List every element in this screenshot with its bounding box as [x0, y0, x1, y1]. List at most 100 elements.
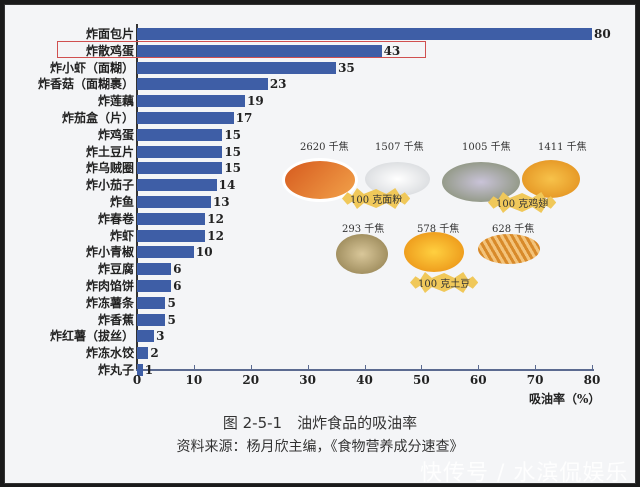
- x-tick-label: 30: [299, 373, 316, 387]
- category-label: 炸小虾（面糊）: [49, 60, 134, 75]
- category-label: 炸乌贼圈: [85, 161, 134, 176]
- x-tick: [193, 365, 195, 369]
- bar-value-label: 5: [167, 295, 176, 310]
- category-label: 炸小茄子: [85, 178, 134, 193]
- bar: [137, 229, 206, 242]
- bar-value-label: 6: [173, 262, 182, 277]
- kcal-label: 293 千焦: [342, 224, 385, 235]
- x-tick: [307, 365, 309, 369]
- figure-source: 资料来源：杨月欣主编，《食物营养成分速查》: [176, 439, 464, 455]
- x-tick: [250, 365, 252, 369]
- kcal-label: 2620 千焦: [300, 142, 349, 153]
- bar-value-label: 3: [156, 329, 165, 344]
- bar-value-label: 15: [224, 161, 242, 176]
- x-tick-label: 50: [413, 373, 430, 387]
- category-label: 炸冻水饺: [85, 346, 134, 361]
- figure-title: 图 2-5-1 油炸食品的吸油率: [222, 414, 418, 432]
- bar-value-label: 1: [144, 363, 154, 377]
- x-tick-label: 80: [583, 373, 601, 387]
- kcal-label: 578 千焦: [417, 224, 460, 235]
- x-tick-label: 70: [526, 373, 544, 387]
- bar: [137, 28, 592, 40]
- kcal-label: 1507 千焦: [375, 142, 424, 153]
- x-axis-title: 吸油率（%）: [529, 392, 601, 406]
- bar-value-label: 35: [338, 60, 355, 75]
- bar-value-label: 6: [173, 279, 182, 293]
- bar: [137, 364, 143, 376]
- bar: [137, 128, 223, 141]
- category-label: 炸面包片: [85, 27, 134, 41]
- potato-label-burst: 100 克土豆: [410, 272, 479, 293]
- bar-value-label: 15: [224, 144, 242, 159]
- x-tick-label: 0: [132, 373, 142, 387]
- highlight-box: [57, 41, 426, 58]
- bar-value-label: 43: [383, 43, 401, 58]
- category-label: 炸鱼: [109, 195, 134, 209]
- bar: [137, 145, 223, 158]
- category-label: 炸土豆片: [85, 144, 134, 159]
- x-tick: [478, 365, 480, 369]
- bar-value-label: 5: [167, 312, 176, 327]
- x-tick-label: 40: [356, 373, 373, 387]
- y-axis: [136, 24, 138, 370]
- bar: [137, 61, 337, 74]
- x-tick-label: 20: [242, 373, 260, 387]
- category-label: 炸丸子: [97, 363, 134, 377]
- bar-value-label: 14: [218, 178, 236, 193]
- fried-potato-image: [404, 232, 464, 272]
- bar: [137, 179, 217, 192]
- x-tick: [592, 365, 593, 369]
- bar: [137, 313, 166, 326]
- bar: [137, 263, 172, 276]
- x-tick: [535, 365, 537, 369]
- category-label: 炸豆腐: [97, 262, 134, 277]
- category-label: 炸茄盒（片）: [61, 111, 134, 125]
- bar-value-label: 15: [224, 127, 242, 142]
- bar-value-label: 23: [269, 77, 287, 92]
- fried-chicken-wing-image: [522, 160, 580, 198]
- bar-value-label: 13: [212, 195, 230, 209]
- bar: [137, 246, 194, 259]
- kcal-label: 628 千焦: [492, 224, 535, 235]
- bar-value-label: 10: [195, 245, 213, 260]
- bar-value-label: 80: [594, 27, 611, 41]
- category-label: 炸鸡蛋: [97, 127, 134, 142]
- food-energy-inset: 2620 千焦 1507 千焦 1005 千焦 1411 千焦 100 克面粉 …: [270, 130, 600, 300]
- category-label: 炸冻薯条: [85, 295, 134, 310]
- bar-value-label: 17: [235, 111, 253, 125]
- chicken-wing-label-burst: 100 克鸡翅: [488, 192, 557, 213]
- category-label: 炸红薯（拔丝）: [49, 329, 134, 344]
- category-label: 炸小青椒: [85, 245, 134, 260]
- category-label: 炸香菇（面糊裹）: [37, 77, 134, 92]
- x-tick: [137, 365, 138, 369]
- category-label: 炸莲藕: [97, 94, 134, 109]
- bar: [137, 212, 206, 225]
- chicken-wing-image: [442, 162, 520, 202]
- bar: [137, 280, 172, 292]
- bar: [137, 347, 149, 360]
- bar: [137, 330, 155, 343]
- category-label: 炸春卷: [97, 211, 134, 226]
- potato-shreds-image: [478, 234, 540, 264]
- bar: [137, 162, 223, 175]
- bar-value-label: 19: [247, 94, 264, 109]
- watermark: 快传号 / 水滨侃娱乐: [420, 461, 629, 486]
- category-label: 炸散鸡蛋: [85, 43, 134, 58]
- x-tick-label: 60: [469, 373, 487, 387]
- kcal-label: 1411 千焦: [538, 142, 587, 153]
- bar: [137, 78, 268, 91]
- bar-value-label: 12: [207, 211, 224, 226]
- bar: [137, 95, 246, 108]
- x-axis: [136, 369, 594, 371]
- flour-label-burst: 100 克面粉: [342, 188, 411, 209]
- potato-image: [336, 234, 388, 274]
- bar: [137, 296, 166, 309]
- bar: [137, 44, 382, 57]
- bar-value-label: 2: [150, 346, 159, 361]
- bar: [137, 196, 211, 208]
- category-label: 炸香蕉: [97, 312, 134, 327]
- category-label: 炸虾: [109, 228, 134, 243]
- x-tick: [364, 365, 366, 369]
- bar-value-label: 12: [207, 228, 224, 243]
